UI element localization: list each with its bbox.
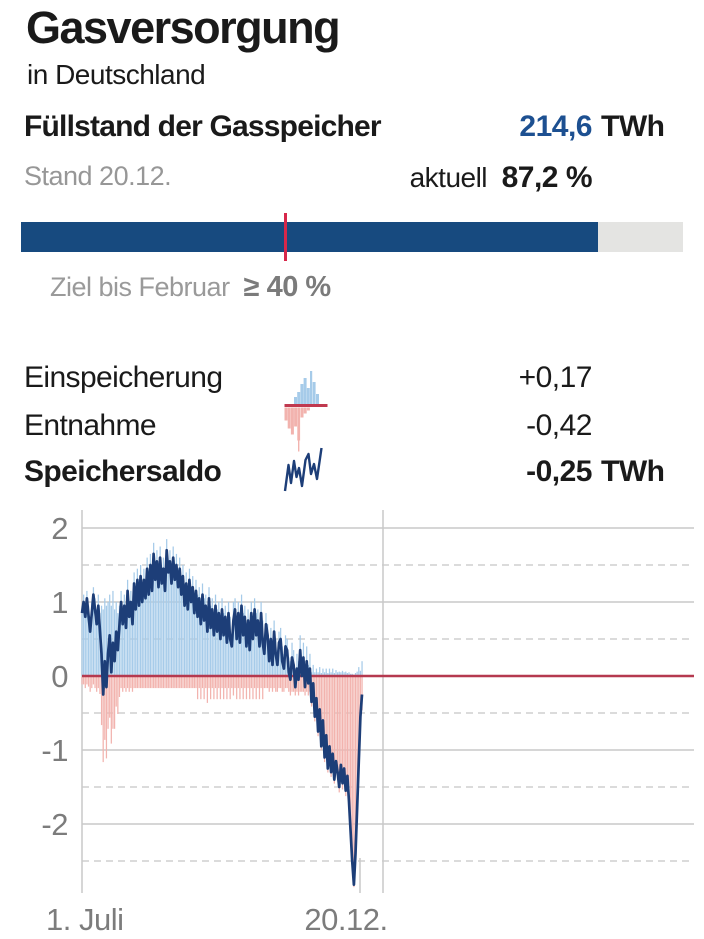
storage-level-row: Füllstand der Gasspeicher 214,6 TWh: [0, 110, 704, 150]
einspeicherung-bars: [81, 539, 363, 676]
y-tick-label: 2: [51, 511, 68, 546]
mini-saldo-line-icon: [283, 447, 323, 492]
page-subtitle: in Deutschland: [27, 59, 206, 90]
x-end-label: 20.12.: [304, 902, 387, 937]
y-tick-label: -2: [41, 807, 68, 842]
storage-level-unit: TWh: [601, 110, 665, 143]
legend-value-einspeicherung: +0,17: [518, 361, 593, 394]
target-marker: [284, 213, 288, 261]
mini-einspeicherung-bars-icon: [294, 371, 319, 404]
legend-row-entnahme: Entnahme -0,42: [0, 409, 704, 451]
status-date: Stand 20.12.: [24, 161, 172, 191]
storage-level-label: Füllstand der Gasspeicher: [24, 110, 382, 143]
target-label: Ziel bis Februar: [50, 272, 230, 302]
legend-unit-speichersaldo: TWh: [601, 455, 665, 488]
storage-progress-bar: [21, 213, 683, 261]
current-percent-value: 87,2 %: [501, 161, 593, 194]
speichersaldo-line: [80, 548, 364, 887]
mini-entnahme-bars-icon: [284, 407, 310, 452]
legend-row-einspeicherung: Einspeicherung +0,17: [0, 361, 704, 403]
storage-progress-fill: [21, 222, 599, 252]
current-percent: aktuell 87,2 %: [409, 161, 593, 195]
entnahme-bars: [81, 677, 363, 888]
mini-zero-line-icon: [284, 404, 328, 407]
y-tick-label: 0: [51, 659, 68, 694]
status-row: Stand 20.12. aktuell 87,2 %: [0, 161, 704, 201]
page-title: Gasversorgung: [26, 2, 341, 53]
legend-value-entnahme: -0,42: [526, 409, 592, 442]
x-start-label: 1. Juli: [46, 902, 123, 937]
legend-label-entnahme: Entnahme: [24, 409, 157, 442]
current-percent-label: aktuell: [409, 162, 488, 193]
storage-balance-chart: 2 1 0 -1 -2 1. Juli 20.12.: [41, 510, 694, 937]
y-tick-label: -1: [41, 733, 68, 768]
y-tick-label: 1: [51, 585, 68, 620]
legend-mini-chart-icon: [283, 371, 328, 492]
legend-row-speichersaldo: Speichersaldo -0,25 TWh: [0, 455, 704, 497]
legend-value-speichersaldo: -0,25: [526, 455, 592, 488]
legend-label-einspeicherung: Einspeicherung: [24, 361, 223, 394]
target-label-row: Ziel bis Februar ≥ 40 %: [50, 271, 331, 304]
storage-level-value: 214,6: [519, 110, 592, 143]
legend-label-speichersaldo: Speichersaldo: [24, 455, 222, 488]
target-value: ≥ 40 %: [243, 271, 332, 303]
